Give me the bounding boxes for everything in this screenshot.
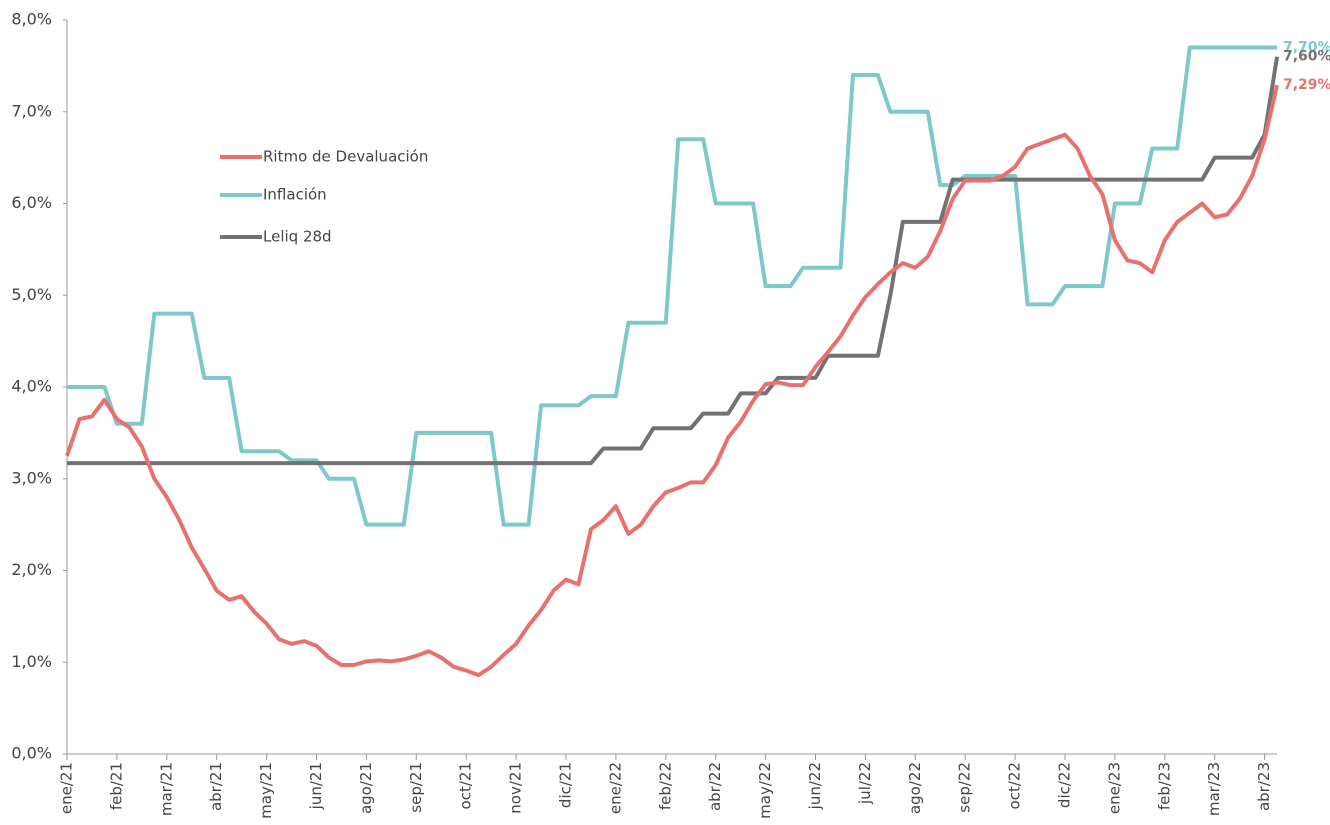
x-tick-label: may/22 [756,762,774,819]
x-tick-label: jun/22 [806,762,824,810]
x-tick-label: jun/21 [307,762,325,810]
y-tick-label: 2,0% [11,560,52,579]
x-tick-label: feb/23 [1155,762,1173,810]
x-tick-label: sep/22 [956,762,974,813]
end-label: 7,29% [1283,77,1330,93]
x-tick-label: feb/21 [107,762,125,810]
x-tick-label: dic/21 [557,762,575,808]
y-tick-label: 3,0% [11,468,52,487]
series-line [67,56,1280,466]
x-tick-label: mar/21 [157,762,175,816]
x-tick-label: abr/22 [706,762,724,811]
y-tick-label: 7,0% [11,101,52,120]
legend-label: Leliq 28d [263,228,332,246]
x-tick-label: dic/22 [1056,762,1074,808]
y-tick-label: 4,0% [11,377,52,396]
end-label: 7,60% [1283,49,1330,65]
x-tick-label: oct/21 [457,762,475,809]
end-label: 7,70% [1283,40,1330,56]
x-tick-label: abr/23 [1255,762,1273,811]
x-tick-label: mar/23 [1205,762,1223,816]
x-tick-label: jul/22 [856,762,874,805]
x-tick-label: ene/23 [1105,762,1123,814]
y-tick-label: 5,0% [11,285,52,304]
y-tick-label: 1,0% [11,652,52,671]
y-tick-label: 0,0% [11,744,52,763]
x-tick-label: feb/22 [656,762,674,810]
x-tick-label: ene/22 [606,762,624,814]
x-tick-label: sep/21 [407,762,425,813]
legend-label: Ritmo de Devaluación [263,148,428,166]
y-tick-label: 8,0% [11,10,52,29]
x-tick-label: ago/21 [357,762,375,814]
x-tick-label: nov/21 [507,762,525,814]
series-line [67,45,1278,527]
series-line [65,84,1280,678]
y-tick-label: 6,0% [11,193,52,212]
x-tick-label: ene/21 [58,762,76,814]
x-tick-label: oct/22 [1006,762,1024,809]
legend-label: Inflación [263,186,327,204]
x-tick-label: may/21 [257,762,275,819]
x-tick-label: abr/21 [207,762,225,811]
x-tick-label: ago/22 [906,762,924,814]
